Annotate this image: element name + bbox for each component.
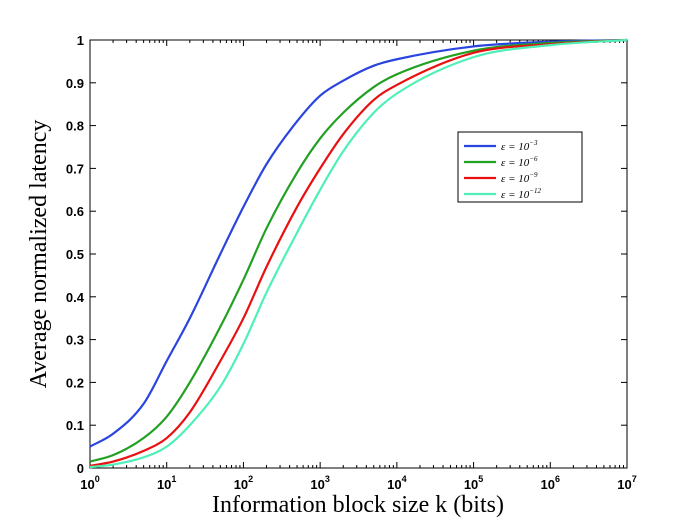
y-tick-label: 0.3	[66, 333, 84, 348]
series-lines	[89, 38, 628, 469]
legend-label: ε = 10−3	[501, 139, 538, 153]
x-tick-label: 101	[157, 474, 176, 492]
y-tick-label: 0.6	[66, 204, 84, 219]
legend-box	[457, 131, 583, 203]
x-tick-label: 106	[541, 474, 560, 492]
legend-label: ε = 10−12	[501, 187, 541, 201]
x-tick-label: 104	[387, 474, 406, 492]
y-tick-label: 0.5	[66, 247, 84, 262]
x-tick-label: 102	[234, 474, 253, 492]
y-tick-label: 0	[77, 461, 84, 476]
legend-label: ε = 10−6	[501, 155, 538, 169]
series-line-2	[89, 38, 628, 463]
plot-area	[89, 39, 628, 469]
series-line-3	[89, 38, 628, 467]
series-line-1	[89, 38, 628, 448]
y-tick-label: 0.1	[66, 418, 84, 433]
y-tick-label: 0.2	[66, 375, 84, 390]
y-tick-label: 0.4	[66, 290, 85, 305]
y-tick-label: 0.8	[66, 119, 84, 134]
x-tick-label: 100	[80, 474, 99, 492]
series-line-4	[89, 38, 628, 469]
legend-label: ε = 10−9	[501, 171, 538, 185]
x-tick-label: 107	[617, 474, 636, 492]
legend: ε = 10−3 ε = 10−6 ε = 10−9 ε = 10−12	[457, 131, 583, 203]
x-tick-label: 105	[464, 474, 483, 492]
x-tick-labels: 100 101 102 103 104 105 106 107	[80, 474, 636, 492]
x-tick-label: 103	[310, 474, 329, 492]
y-tick-labels: 0 0.1 0.2 0.3 0.4 0.5 0.6 0.7 0.8 0.9 1	[66, 33, 85, 476]
legend-items: ε = 10−3 ε = 10−6 ε = 10−9 ε = 10−12	[464, 139, 541, 201]
y-tick-label: 1	[77, 33, 84, 48]
y-tick-label: 0.9	[66, 76, 84, 91]
y-tick-label: 0.7	[66, 161, 84, 176]
y-axis-title: Average normalized latency	[26, 120, 52, 389]
x-axis-title: Information block size k (bits)	[212, 492, 504, 518]
